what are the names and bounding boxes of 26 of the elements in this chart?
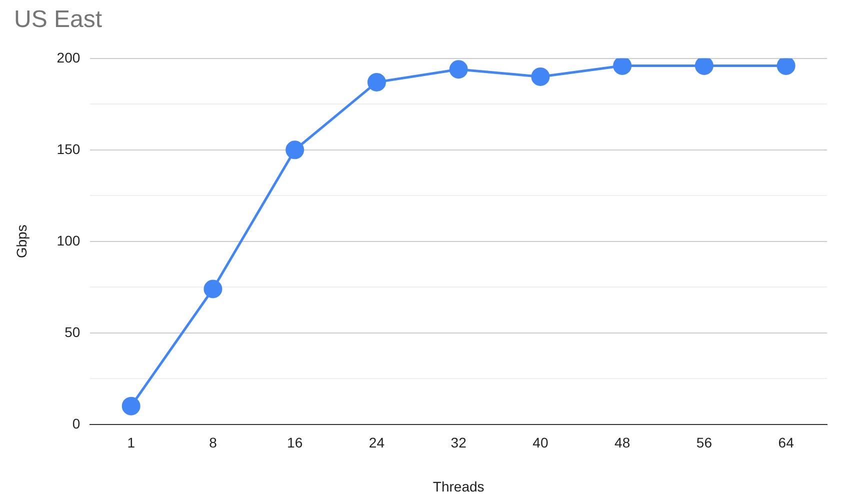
x-tick-label: 64	[778, 434, 794, 451]
point	[449, 60, 468, 79]
x-tick-label: 8	[209, 434, 218, 451]
point	[694, 58, 714, 75]
point	[776, 58, 796, 75]
point	[367, 72, 386, 92]
y-tick-label: 200	[56, 49, 80, 66]
y-tick-label: 100	[56, 232, 80, 248]
x-tick-label: 1	[127, 434, 136, 451]
point	[613, 58, 632, 75]
point	[122, 396, 140, 416]
x-tick-label: 56	[696, 434, 712, 451]
x-tick-label: 32	[450, 434, 467, 451]
x-tick-label: 16	[287, 434, 303, 451]
y-tick-label: 50	[64, 324, 80, 340]
point	[286, 140, 304, 160]
x-tick-label: 40	[532, 434, 548, 451]
chart-title: US East	[14, 6, 102, 34]
x-tick-label: 24	[368, 434, 385, 451]
point	[204, 280, 222, 298]
y-axis-title: Gbps	[13, 224, 30, 258]
x-axis-title: Threads	[432, 478, 484, 494]
y-tick-label: 0	[72, 415, 80, 432]
x-tick-label: 48	[614, 434, 630, 451]
point	[531, 67, 550, 86]
y-tick-label: 150	[56, 140, 80, 157]
